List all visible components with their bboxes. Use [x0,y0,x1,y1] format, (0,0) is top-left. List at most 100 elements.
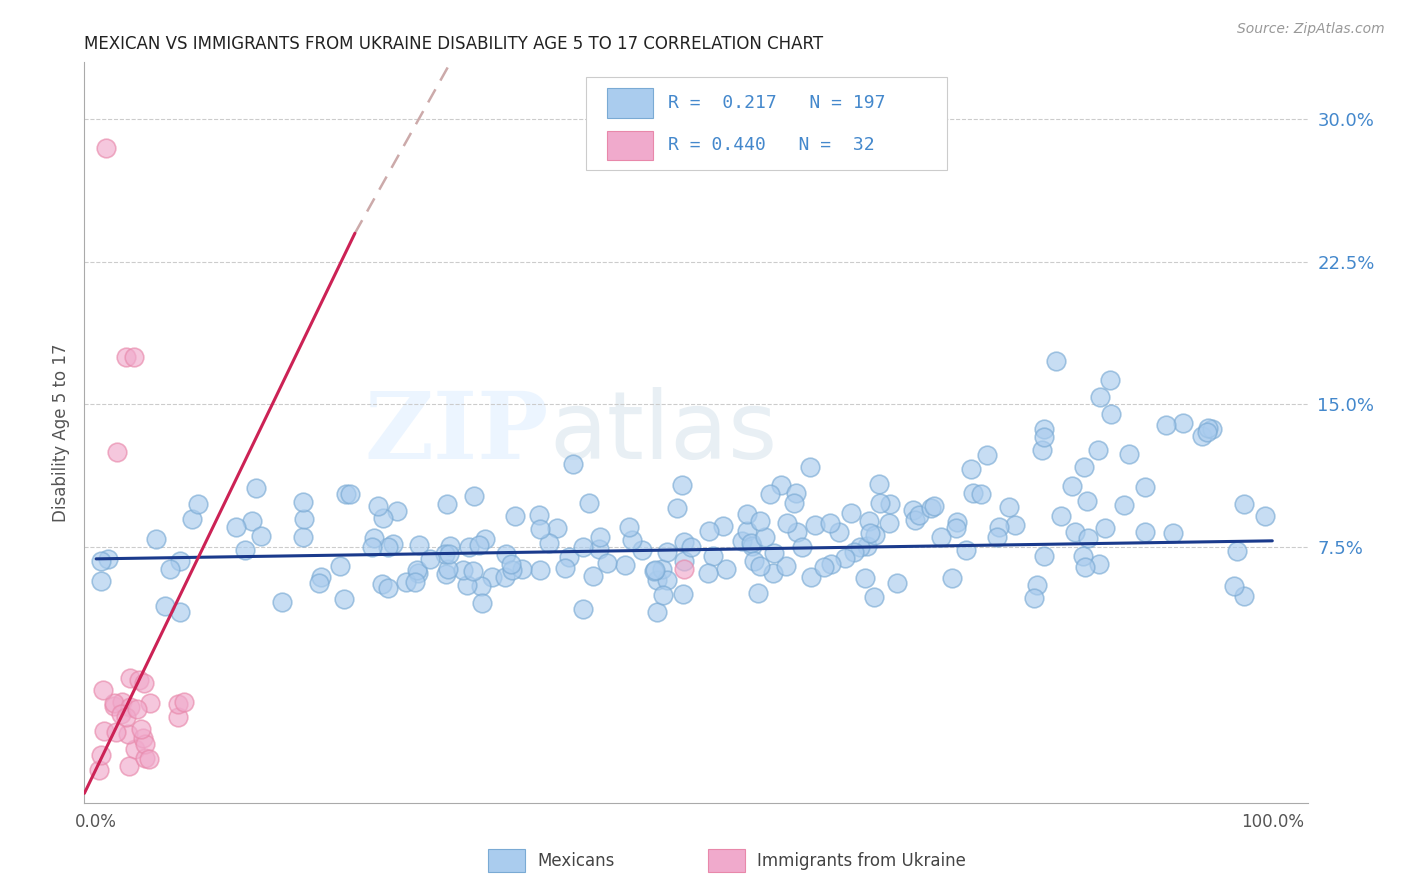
Text: ZIP: ZIP [366,388,550,477]
Point [434,547,457,561]
Point [436,497,458,511]
Point [115,710,138,724]
Point [614,558,637,573]
Point [655,545,678,559]
Point [742,554,765,568]
Point [955,543,977,558]
Point [1032,549,1054,564]
Point [382,536,405,550]
Point [834,550,856,565]
Point [1088,390,1111,404]
Point [561,457,583,471]
Point [578,496,600,510]
Point [1191,429,1213,443]
Point [138,752,160,766]
Point [103,698,125,713]
Point [481,570,503,584]
Point [631,543,654,558]
Point [308,575,330,590]
Point [118,671,141,685]
Point [879,497,901,511]
Point [699,524,721,538]
Point [153,599,176,613]
Text: Source: ZipAtlas.com: Source: ZipAtlas.com [1237,22,1385,37]
Point [181,511,204,525]
Point [749,559,772,574]
Point [529,522,551,536]
Point [159,562,181,576]
Point [868,477,890,491]
Point [740,536,762,550]
FancyBboxPatch shape [606,88,654,118]
Point [453,563,475,577]
Point [250,529,273,543]
Point [173,695,195,709]
Y-axis label: Disability Age 5 to 17: Disability Age 5 to 17 [52,343,70,522]
Point [908,508,931,523]
Point [920,500,942,515]
Point [922,499,945,513]
Point [406,563,429,577]
Point [125,702,148,716]
Point [970,487,993,501]
Point [1112,498,1135,512]
Point [1201,422,1223,436]
Point [132,731,155,745]
Point [103,696,125,710]
Point [91,683,114,698]
Point [572,540,595,554]
Point [468,538,491,552]
Point [941,570,963,584]
FancyBboxPatch shape [586,78,946,169]
Point [856,539,879,553]
Point [863,528,886,542]
Point [377,581,399,595]
Point [292,512,315,526]
Point [988,519,1011,533]
Point [503,509,526,524]
Point [1076,493,1098,508]
Point [620,533,643,548]
Point [1087,443,1109,458]
Point [120,699,142,714]
Point [759,487,782,501]
FancyBboxPatch shape [606,130,654,161]
Point [139,696,162,710]
Point [1171,416,1194,430]
Point [859,526,882,541]
Point [495,547,517,561]
Point [90,747,112,762]
Point [1233,589,1256,603]
Point [976,448,998,462]
Point [741,539,763,553]
Point [731,533,754,548]
Point [571,601,593,615]
Point [105,725,128,739]
Point [813,559,835,574]
Point [799,460,821,475]
Point [167,697,190,711]
Point [128,673,150,688]
Point [463,489,485,503]
Point [437,547,460,561]
Point [1254,509,1277,524]
Point [1026,578,1049,592]
Point [93,723,115,738]
Point [1197,421,1219,435]
Point [373,511,395,525]
Point [645,605,668,619]
Point [377,541,399,555]
Point [754,530,776,544]
Point [1033,430,1056,444]
Point [645,574,668,588]
Point [339,486,361,500]
Text: R =  0.217   N = 197: R = 0.217 N = 197 [668,95,886,112]
Point [105,444,128,458]
Point [291,495,314,509]
Point [673,562,696,576]
Point [672,535,695,549]
Point [371,576,394,591]
Point [1077,531,1099,545]
Point [747,585,769,599]
Point [849,540,872,554]
